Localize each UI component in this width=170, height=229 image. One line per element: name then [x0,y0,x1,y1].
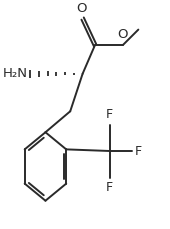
Text: O: O [77,2,87,15]
Text: F: F [134,144,142,158]
Text: H₂N: H₂N [3,67,28,80]
Text: F: F [105,108,113,121]
Text: F: F [105,181,113,194]
Text: O: O [118,28,128,41]
